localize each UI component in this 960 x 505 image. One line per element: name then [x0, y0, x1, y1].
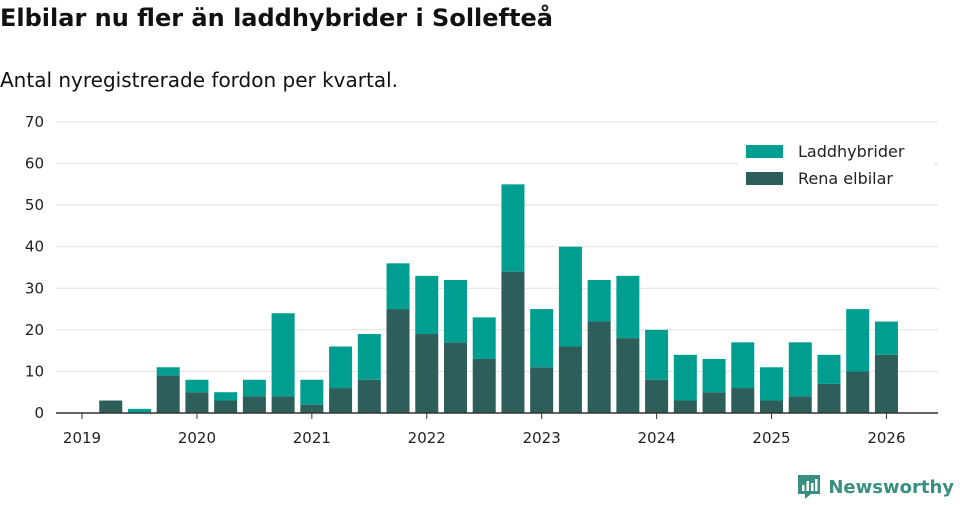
bar-laddhybrider — [874, 321, 898, 355]
bar-laddhybrider — [185, 379, 209, 393]
bar-rena-elbilar — [357, 379, 381, 413]
brand-logo: Newsworthy — [796, 473, 954, 501]
legend-swatch — [746, 172, 783, 185]
bar-laddhybrider — [300, 379, 324, 405]
bar-laddhybrider — [760, 367, 784, 401]
bar-laddhybrider — [386, 263, 410, 310]
legend: Laddhybrider Rena elbilar — [738, 136, 934, 196]
bar-rena-elbilar — [731, 388, 755, 413]
bar-laddhybrider — [472, 317, 496, 359]
legend-swatch — [746, 145, 783, 158]
bar-laddhybrider — [271, 313, 295, 397]
bar-laddhybrider — [731, 342, 755, 389]
bar-laddhybrider — [817, 354, 841, 384]
bar-rena-elbilar — [645, 379, 669, 413]
bar-laddhybrider — [645, 329, 669, 380]
y-tick-label: 0 — [34, 404, 44, 422]
y-tick-label: 50 — [25, 196, 44, 214]
bar-laddhybrider — [214, 392, 238, 401]
bar-rena-elbilar — [242, 396, 266, 413]
x-tick-label: 2025 — [752, 429, 790, 447]
bar-rena-elbilar — [760, 400, 784, 413]
bar-laddhybrider — [587, 279, 611, 322]
bar-laddhybrider — [357, 334, 381, 380]
bar-rena-elbilar — [156, 375, 180, 413]
brand-name: Newsworthy — [828, 476, 954, 498]
bar-laddhybrider — [127, 408, 151, 413]
newsworthy-logo-icon — [798, 475, 821, 499]
bar-laddhybrider — [501, 184, 525, 272]
bar-rena-elbilar — [214, 400, 238, 413]
chart-subtitle: Antal nyregistrerade fordon per kvartal. — [0, 68, 399, 92]
x-tick-label: 2026 — [867, 429, 905, 447]
bar-rena-elbilar — [443, 342, 467, 413]
bar-rena-elbilar — [530, 367, 554, 413]
x-axis: 2019 2020 2021 2022 2023 2024 2025 2026 — [56, 412, 938, 447]
bar-rena-elbilar — [386, 309, 410, 413]
y-tick-label: 20 — [25, 321, 44, 339]
bar-rena-elbilar — [300, 404, 324, 413]
bar-rena-elbilar — [788, 396, 812, 413]
x-tick-label: 2022 — [408, 429, 446, 447]
bar-laddhybrider — [530, 309, 554, 368]
bar-rena-elbilar — [702, 392, 726, 413]
bar-rena-elbilar — [99, 400, 123, 413]
bar-laddhybrider — [673, 354, 697, 401]
bar-rena-elbilar — [616, 338, 640, 413]
bar-laddhybrider — [788, 342, 812, 397]
bar-rena-elbilar — [874, 354, 898, 413]
bar-laddhybrider — [616, 275, 640, 339]
bar-rena-elbilar — [329, 388, 353, 413]
chart-title: Elbilar nu fler än laddhybrider i Sollef… — [0, 4, 553, 32]
bar-laddhybrider — [156, 367, 180, 376]
y-tick-label: 40 — [25, 238, 44, 256]
bar-laddhybrider — [329, 346, 353, 389]
bar-laddhybrider — [415, 275, 439, 335]
bars — [99, 184, 898, 413]
x-tick-label: 2023 — [523, 429, 561, 447]
bar-rena-elbilar — [271, 396, 295, 413]
bar-laddhybrider — [702, 358, 726, 393]
y-tick-label: 30 — [25, 279, 44, 297]
bar-rena-elbilar — [558, 346, 582, 413]
legend-label: Laddhybrider — [798, 142, 905, 161]
x-tick-label: 2019 — [63, 429, 101, 447]
legend-label: Rena elbilar — [798, 169, 893, 188]
bar-rena-elbilar — [185, 392, 209, 413]
bar-rena-elbilar — [501, 271, 525, 413]
bar-laddhybrider — [242, 379, 266, 397]
bar-rena-elbilar — [472, 358, 496, 413]
bar-rena-elbilar — [817, 383, 841, 413]
bar-laddhybrider — [443, 279, 467, 343]
y-tick-label: 60 — [25, 155, 44, 173]
stacked-bar-chart: 0 10 20 30 40 50 60 70 2019 2020 2021 2022 2023 2024… — [25, 113, 938, 447]
x-tick-label: 2020 — [178, 429, 216, 447]
bar-rena-elbilar — [846, 371, 870, 413]
bar-rena-elbilar — [673, 400, 697, 413]
x-tick-label: 2021 — [293, 429, 331, 447]
y-axis: 0 10 20 30 40 50 60 70 — [25, 113, 44, 422]
y-tick-label: 70 — [25, 113, 44, 131]
x-tick-label: 2024 — [638, 429, 676, 447]
y-tick-label: 10 — [25, 362, 44, 380]
bar-rena-elbilar — [587, 321, 611, 413]
bar-laddhybrider — [846, 309, 870, 372]
bar-rena-elbilar — [415, 334, 439, 413]
bar-laddhybrider — [558, 246, 582, 347]
